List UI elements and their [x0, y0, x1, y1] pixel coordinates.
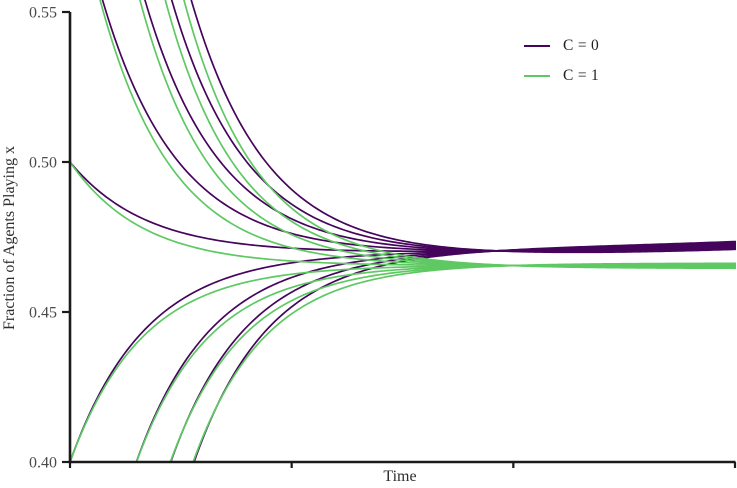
- trajectory-line: [144, 0, 737, 253]
- y-tick-label: 0.50: [29, 155, 57, 172]
- trajectory-line: [164, 0, 737, 269]
- trajectory-line: [139, 0, 737, 268]
- trajectory-line: [193, 240, 737, 461]
- trajectory-line: [101, 0, 737, 252]
- trajectory-line: [70, 264, 736, 461]
- trajectory-line: [192, 262, 736, 461]
- legend-label-c0: C = 0: [563, 36, 600, 54]
- trajectory-line: [99, 0, 736, 268]
- trajectory-line: [170, 241, 737, 461]
- tick-labels: 0.55 0.50 0.45 0.40: [29, 5, 57, 472]
- legend-item-c1: C = 1: [524, 65, 599, 86]
- legend-swatch-c0: [524, 44, 550, 47]
- x-axis-label: Time: [383, 468, 416, 485]
- trajectory-line: [170, 0, 737, 253]
- trajectory-curves: [70, 0, 737, 461]
- y-axis-label: Fraction of Agents Playing x: [1, 146, 18, 330]
- trajectory-line: [169, 263, 737, 461]
- legend-swatch-c1: [524, 74, 550, 77]
- y-tick-label: 0.40: [29, 455, 57, 472]
- axes: [62, 10, 737, 468]
- y-tick-label: 0.45: [29, 305, 57, 322]
- trajectory-line: [70, 161, 737, 253]
- legend-label-c1: C = 1: [563, 66, 600, 84]
- trajectory-line: [135, 242, 737, 461]
- legend-item-c0: C = 0: [524, 35, 599, 56]
- trajectory-line: [190, 0, 737, 254]
- trajectory-line: [183, 0, 736, 270]
- y-tick-label: 0.55: [29, 5, 57, 22]
- legend: C = 0 C = 1: [524, 35, 599, 86]
- trajectory-line: [70, 243, 737, 461]
- trajectory-line: [135, 263, 736, 461]
